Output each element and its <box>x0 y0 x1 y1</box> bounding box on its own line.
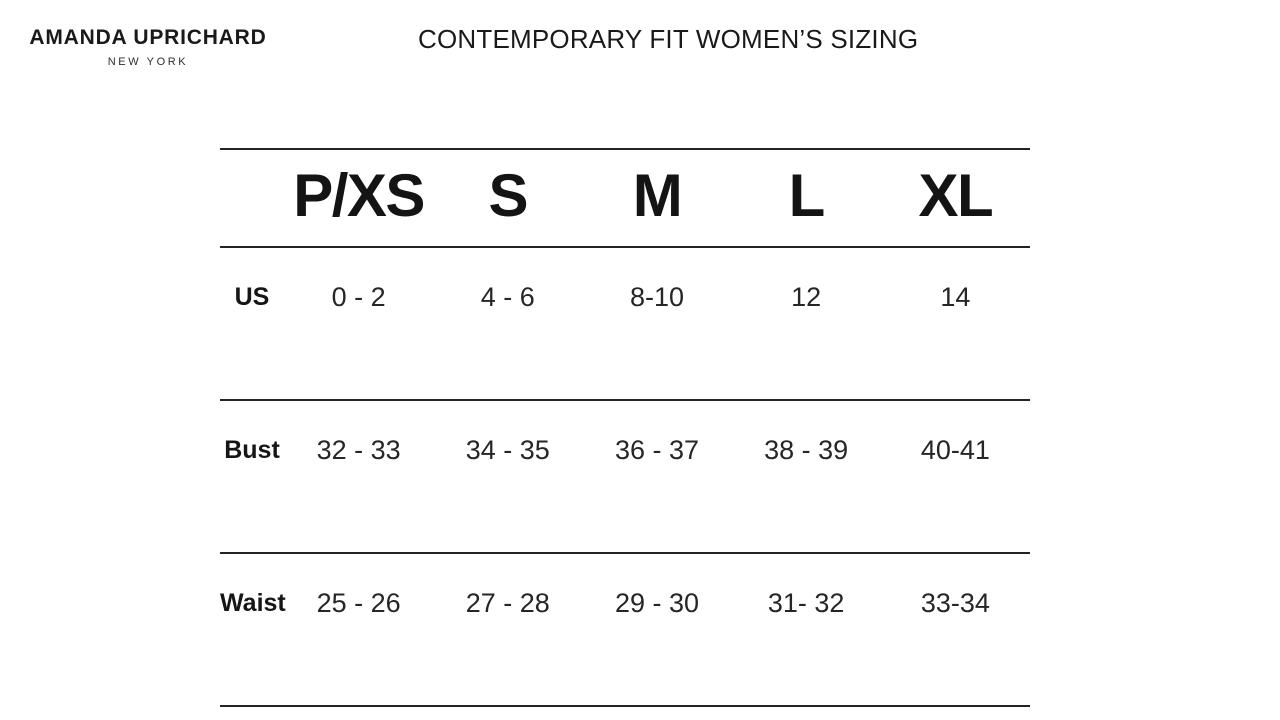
page-title: CONTEMPORARY FIT WOMEN’S SIZING <box>418 24 919 54</box>
table-row-bust: Bust 32 - 33 34 - 35 36 - 37 38 - 39 40-… <box>220 400 1030 553</box>
cell-hip-m: 39 - 40 <box>582 706 731 720</box>
cell-bust-l: 38 - 39 <box>764 435 849 465</box>
cell-waist-m: 29 - 30 <box>614 588 699 618</box>
cell-bust-s: 34 - 35 <box>465 435 550 465</box>
cell-bust-xl: 40-41 <box>920 435 990 465</box>
cell-us-pxs: 0 - 2 <box>331 282 386 312</box>
table-row-waist: Waist 25 - 26 27 - 28 29 - 30 31- 32 33-… <box>220 553 1030 706</box>
size-header-m: M <box>632 162 683 229</box>
cell-waist-s: 27 - 28 <box>465 588 550 618</box>
row-label-bust: Bust <box>224 436 280 464</box>
cell-hip-pxs: 35 - 36 <box>284 706 433 720</box>
cell-hip-s: 37 - 38 <box>433 706 582 720</box>
cell-us-xl: 14 <box>940 282 971 312</box>
size-header-empty-cell <box>220 149 284 247</box>
cell-waist-pxs: 25 - 26 <box>316 588 401 618</box>
size-header-s: S <box>488 162 529 229</box>
table-row-hip: Hip 35 - 36 37 - 38 39 - 40 41 - 42 43-4… <box>220 706 1030 720</box>
cell-us-m: 8-10 <box>629 282 684 312</box>
row-label-us: US <box>234 283 270 311</box>
size-header-l: L <box>788 162 826 229</box>
brand-name: AMANDA UPRICHARD <box>29 26 267 49</box>
brand-logo: AMANDA UPRICHARD NEW YORK <box>28 27 268 68</box>
cell-hip-l: 41 - 42 <box>732 706 881 720</box>
row-label-waist: Waist <box>220 589 286 617</box>
cell-waist-xl: 33-34 <box>920 588 990 618</box>
cell-waist-l: 31- 32 <box>767 588 845 618</box>
brand-subtitle: NEW YORK <box>107 56 189 68</box>
table-row-us: US 0 - 2 4 - 6 8-10 12 14 <box>220 247 1030 400</box>
size-header-xl: XL <box>918 162 994 229</box>
cell-us-l: 12 <box>791 282 822 312</box>
size-chart-table: P/XS S M L XL US 0 - 2 4 - 6 8-10 12 14 … <box>220 148 1030 720</box>
size-header-pxs: P/XS <box>293 162 425 229</box>
size-header-row: P/XS S M L XL <box>220 149 1030 247</box>
cell-bust-m: 36 - 37 <box>614 435 699 465</box>
row-label-hip: Hip <box>220 706 284 720</box>
cell-us-s: 4 - 6 <box>480 282 535 312</box>
cell-bust-pxs: 32 - 33 <box>316 435 401 465</box>
cell-hip-xl: 43-44 <box>881 706 1030 720</box>
